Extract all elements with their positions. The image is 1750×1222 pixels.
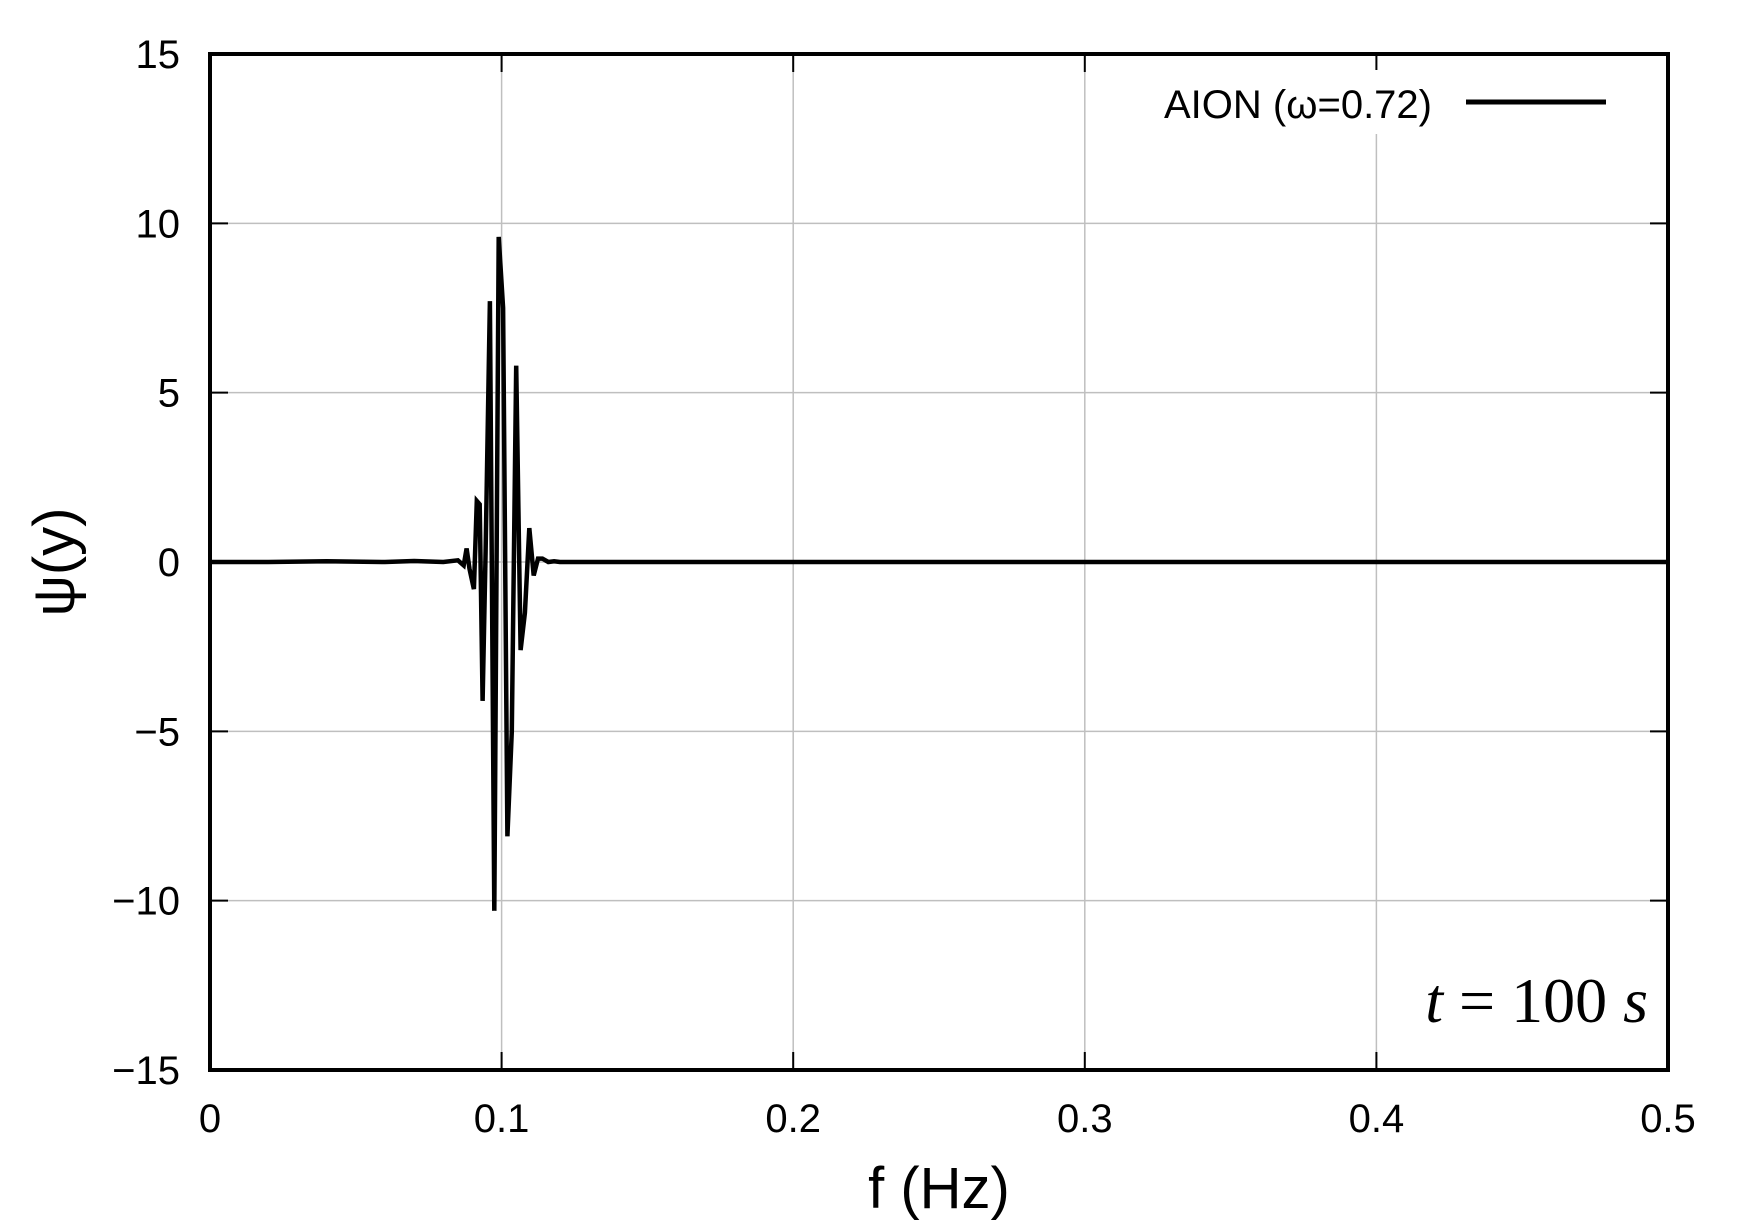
- x-tick-label: 0.1: [474, 1097, 530, 1141]
- x-tick-label: 0.3: [1057, 1097, 1113, 1141]
- y-tick-label: 15: [136, 33, 181, 77]
- plot-frame: [208, 52, 1670, 1072]
- y-tick-label: 0: [158, 541, 180, 585]
- x-tick-label: 0: [199, 1097, 221, 1141]
- time-annotation-eq: = 100: [1443, 965, 1623, 1036]
- time-annotation: t = 100 s: [1425, 965, 1648, 1036]
- tick-labels: 0 0.1 0.2 0.3 0.4 0.5 −15 −10 −5 0 5 10 15: [112, 33, 1696, 1141]
- y-tick-label: −10: [112, 880, 180, 924]
- x-tick-label: 0.2: [765, 1097, 821, 1141]
- legend: AION (ω=0.72): [1105, 70, 1650, 134]
- time-annotation-var: t: [1425, 965, 1445, 1036]
- y-tick-label: −5: [134, 710, 180, 754]
- y-tick-label: 5: [158, 372, 180, 416]
- y-tick-label: 10: [136, 202, 181, 246]
- series-layer: [210, 236, 1668, 911]
- series-line: [210, 236, 1668, 911]
- legend-entry-label: AION (ω=0.72): [1164, 83, 1432, 127]
- y-tick-label: −15: [112, 1049, 180, 1093]
- x-axis-label: f (Hz): [868, 1156, 1010, 1221]
- y-axis-label: ψ(y): [22, 508, 87, 617]
- time-annotation-unit: s: [1623, 965, 1648, 1036]
- x-tick-label: 0.5: [1640, 1097, 1696, 1141]
- x-tick-label: 0.4: [1349, 1097, 1405, 1141]
